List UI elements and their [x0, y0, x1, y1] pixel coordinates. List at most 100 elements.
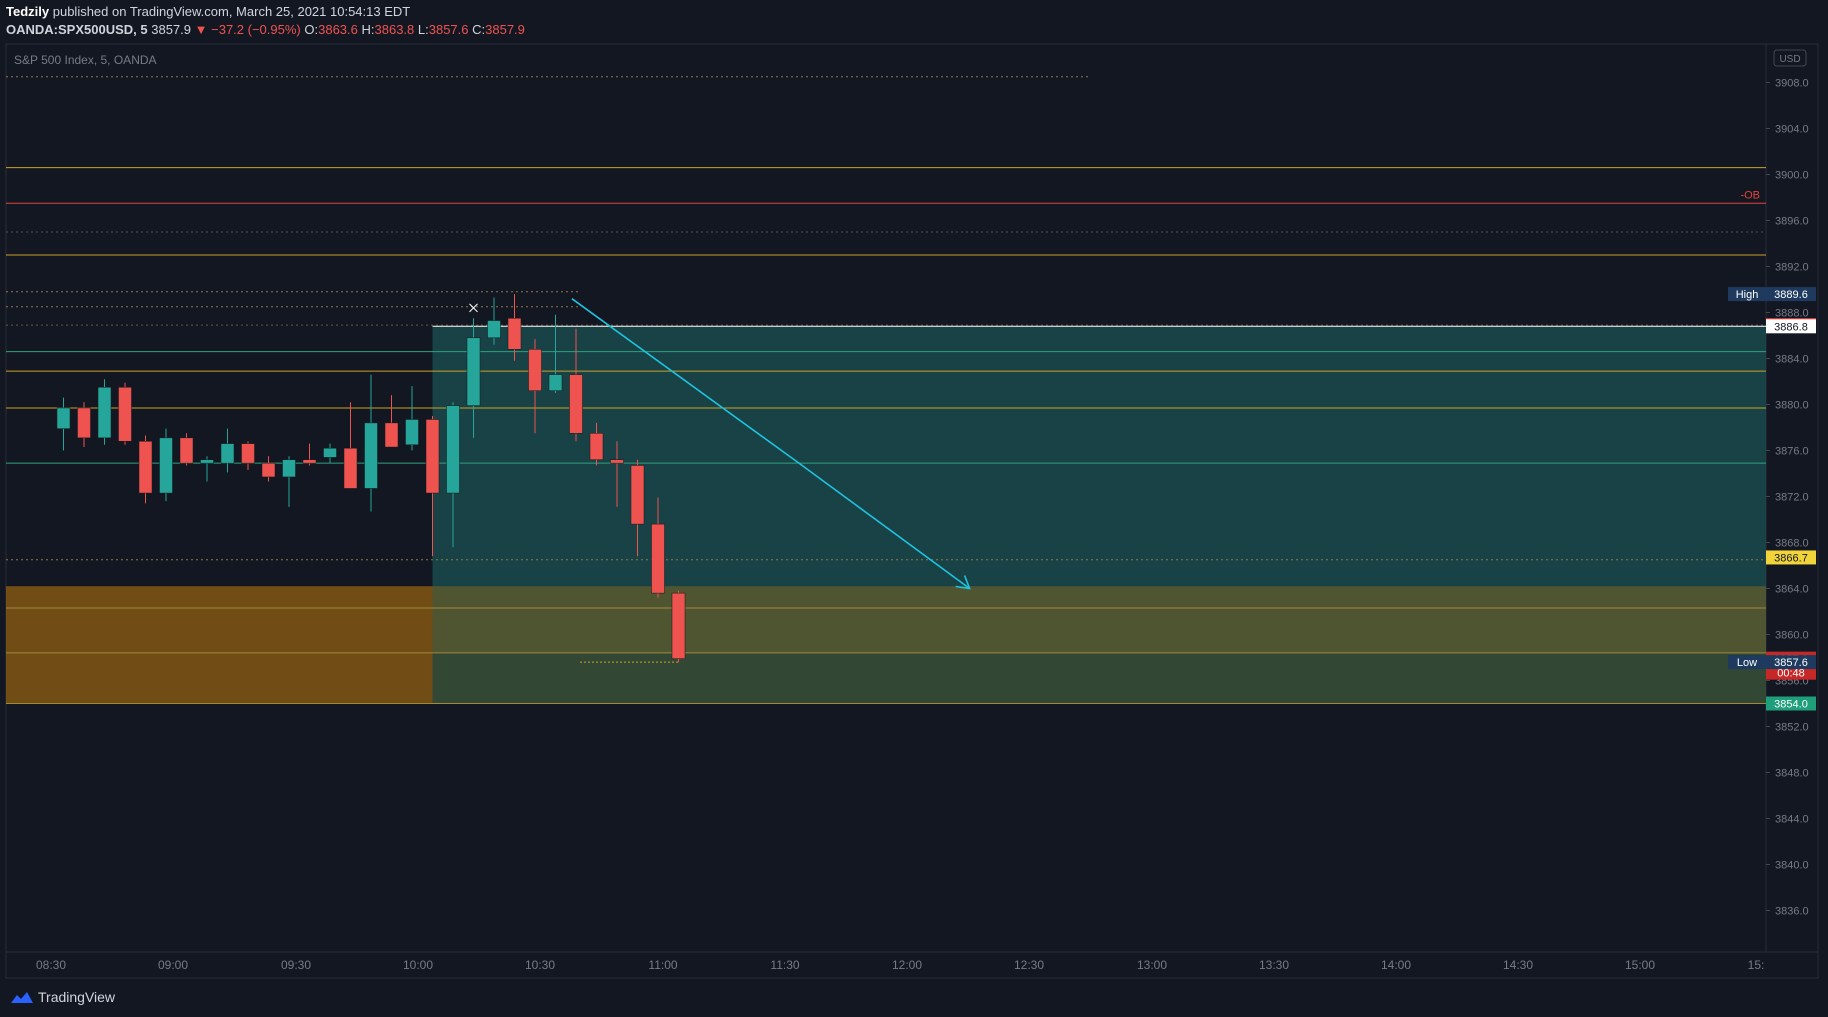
y-tick-label: 3876.0	[1775, 446, 1809, 458]
x-tick-label: 09:00	[158, 958, 188, 972]
price-badge-value: 3854.0	[1774, 699, 1808, 711]
y-tick-label: 3888.0	[1775, 308, 1809, 320]
candle-body[interactable]	[323, 447, 337, 458]
price-badge-label: High	[1736, 289, 1759, 301]
candle-body[interactable]	[343, 447, 358, 489]
low-label: L:	[417, 22, 429, 37]
tradingview-logo[interactable]: TradingView	[8, 989, 115, 1005]
price-badge-label-bg	[1728, 655, 1766, 670]
y-tick-label: 3900.0	[1775, 170, 1809, 182]
candle-body[interactable]	[364, 422, 378, 489]
published-text: published on TradingView.com, March 25, …	[52, 4, 411, 19]
candle-body[interactable]	[200, 459, 214, 464]
candle-body[interactable]	[671, 592, 686, 659]
cursor-cross-icon	[469, 303, 478, 313]
x-tick-label: 13:00	[1137, 958, 1167, 972]
candle-body[interactable]	[651, 523, 665, 594]
price-change: −37.2 (−0.95%)	[211, 22, 301, 37]
candle-body[interactable]	[118, 387, 132, 442]
symbol-name[interactable]: OANDA:SPX500USD, 5	[6, 22, 148, 37]
candle-body[interactable]	[569, 374, 583, 434]
candle-body[interactable]	[446, 405, 460, 494]
x-tick-label: 14:30	[1503, 958, 1533, 972]
y-tick-label: 3872.0	[1775, 492, 1809, 504]
y-tick-label: 3868.0	[1775, 538, 1809, 550]
x-tick-label: 10:00	[403, 958, 433, 972]
x-tick-label: 08:30	[36, 958, 66, 972]
price-badge-label: Low	[1737, 657, 1757, 669]
y-tick-label: 3904.0	[1775, 124, 1809, 136]
candle-body[interactable]	[97, 387, 112, 439]
candle-body[interactable]	[241, 443, 255, 464]
y-tick-label: 3896.0	[1775, 216, 1809, 228]
y-tick-label: 3864.0	[1775, 584, 1809, 596]
arrowhead-icon	[955, 575, 971, 590]
price-badge	[1766, 287, 1816, 302]
candle-body[interactable]	[384, 422, 399, 448]
x-tick-label: 10:30	[525, 958, 555, 972]
candle-body[interactable]	[56, 407, 71, 429]
price-badge-label-bg	[1728, 287, 1766, 302]
candle-body[interactable]	[179, 437, 194, 464]
x-tick-label: 13:30	[1259, 958, 1289, 972]
down-arrow-icon: ▼	[194, 22, 208, 37]
candle-body[interactable]	[77, 407, 91, 439]
candle-body[interactable]	[466, 337, 481, 406]
trend-arrow[interactable]	[571, 298, 971, 590]
y-tick-label: 3844.0	[1775, 814, 1809, 826]
zone-olive-right	[432, 586, 1766, 653]
candle-body[interactable]	[548, 374, 563, 391]
price-badge	[1766, 550, 1816, 565]
candle-body[interactable]	[220, 443, 235, 464]
cloud-icon	[11, 992, 33, 1003]
y-tick-label: 3860.0	[1775, 630, 1809, 642]
zone-orange-left	[6, 586, 433, 704]
candle-body[interactable]	[425, 419, 440, 494]
y-tick-label: 3848.0	[1775, 768, 1809, 780]
x-tick-label: 12:00	[892, 958, 922, 972]
brand-name: TradingView	[38, 989, 116, 1005]
x-tick-label: 11:00	[648, 958, 677, 972]
y-tick-label: 3840.0	[1775, 860, 1809, 872]
candle-body[interactable]	[610, 459, 624, 464]
candle-body[interactable]	[261, 462, 276, 478]
candle-body[interactable]	[528, 349, 542, 391]
x-tick-label: 15:00	[1625, 958, 1655, 972]
price-badge-value: 3889.6	[1774, 289, 1808, 301]
author-name[interactable]: Tedzily	[6, 4, 50, 19]
y-tick-label: 3880.0	[1775, 400, 1809, 412]
price-badge	[1766, 319, 1816, 334]
currency-box[interactable]	[1773, 49, 1807, 67]
time-axis-frame	[5, 951, 1819, 979]
y-tick-label: 3884.0	[1775, 354, 1809, 366]
countdown-timer: 00:48	[1777, 668, 1805, 680]
x-tick-label: 14:00	[1381, 958, 1411, 972]
candle-body[interactable]	[630, 465, 645, 525]
candle-body[interactable]	[507, 318, 522, 350]
candle-body[interactable]	[405, 419, 419, 446]
candle-body[interactable]	[589, 433, 604, 460]
last-price: 3857.9	[151, 22, 191, 37]
price-badge-value: 3866.7	[1774, 552, 1808, 564]
price-badge	[1766, 655, 1816, 670]
close-label: C:	[472, 22, 486, 37]
price-badge-value: 3886.8	[1774, 321, 1808, 333]
price-badge-value: 3857.6	[1774, 657, 1808, 669]
low-value: 3857.6	[428, 22, 469, 37]
y-tick-label: 3908.0	[1775, 78, 1809, 90]
candle-body[interactable]	[282, 459, 296, 478]
zone-olive-lower	[432, 652, 1766, 704]
level-label-ob: -OB	[1740, 189, 1760, 201]
candle-body[interactable]	[159, 437, 173, 494]
y-tick-label: 3892.0	[1775, 262, 1809, 274]
x-tick-label: 12:30	[1014, 958, 1044, 972]
x-tick-label: 09:30	[281, 958, 311, 972]
candle-body[interactable]	[487, 320, 501, 339]
candle-body[interactable]	[138, 441, 153, 494]
candle-body[interactable]	[302, 459, 317, 464]
open-label: O:	[304, 22, 319, 37]
y-tick-label: 3852.0	[1775, 722, 1809, 734]
x-tick-label: 11:30	[770, 958, 799, 972]
x-tick-label: 15:	[1748, 958, 1765, 972]
